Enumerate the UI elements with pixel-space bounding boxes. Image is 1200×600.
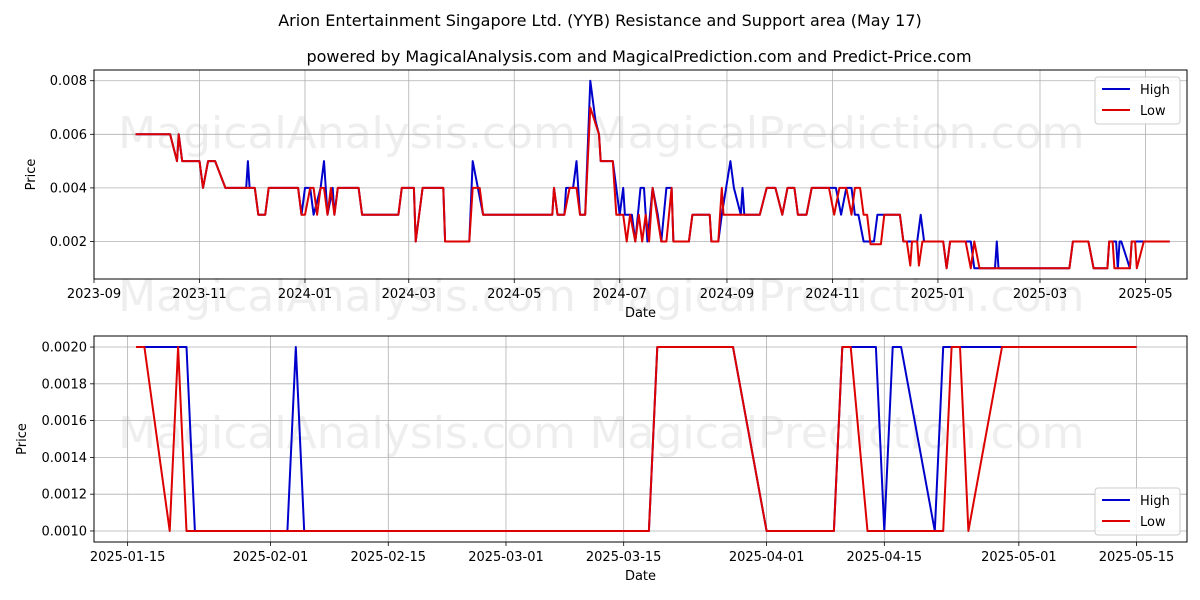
x-tick-label: 2025-05-15 (1099, 550, 1175, 565)
y-tick-label: 0.0016 (42, 414, 88, 429)
watermark: MagicalAnalysis.com (118, 108, 576, 159)
x-tick-label: 2025-03 (1013, 287, 1067, 302)
panel-1: MagicalAnalysis.comMagicalAnalysis.comMa… (24, 69, 1188, 322)
plot-frame (93, 69, 1188, 280)
legend-label-high: High (1140, 494, 1170, 509)
legend-label-low: Low (1140, 515, 1166, 530)
y-tick-label: 0.0010 (42, 524, 88, 539)
y-axis-label: Price (24, 159, 39, 191)
x-tick-label: 2025-01-15 (90, 550, 166, 565)
chart-subtitle: powered by MagicalAnalysis.com and Magic… (306, 47, 971, 66)
x-tick-label: 2025-02-15 (350, 550, 426, 565)
x-tick-label: 2024-05 (487, 287, 541, 302)
plot-frame (93, 335, 1188, 543)
x-tick-label: 2025-04-15 (847, 550, 923, 565)
x-tick-label: 2025-01 (911, 287, 965, 302)
chart-title: Arion Entertainment Singapore Ltd. (YYB)… (278, 11, 922, 30)
series-line-low (135, 106, 1170, 270)
watermark: MagicalAnalysis.com (118, 408, 576, 459)
x-tick-label: 2023-09 (67, 287, 121, 302)
y-axis-label: Price (15, 423, 30, 455)
x-tick-label: 2025-03-01 (468, 550, 544, 565)
legend-label-high: High (1140, 83, 1170, 98)
series-line-low (136, 346, 1137, 532)
y-tick-label: 0.0018 (42, 377, 88, 392)
x-tick-label: 2024-11 (805, 287, 859, 302)
y-tick-label: 0.0012 (42, 488, 88, 503)
y-tick-label: 0.0014 (42, 451, 88, 466)
x-tick-label: 2025-05-01 (981, 550, 1057, 565)
x-tick-label: 2025-02-01 (233, 550, 309, 565)
watermark: MagicalPrediction.com (590, 108, 1085, 159)
x-tick-label: 2024-07 (593, 287, 647, 302)
x-tick-label: 2025-05 (1118, 287, 1172, 302)
x-tick-label: 2024-03 (382, 287, 436, 302)
legend: High Low (1094, 76, 1181, 125)
x-tick-label: 2025-03-15 (586, 550, 662, 565)
x-axis-label: Date (625, 306, 656, 321)
x-tick-label: 2024-09 (700, 287, 754, 302)
legend-label-low: Low (1140, 104, 1166, 119)
x-axis-label: Date (625, 569, 656, 584)
y-tick-label: 0.004 (50, 181, 87, 196)
y-tick-label: 0.002 (50, 235, 87, 250)
x-tick-label: 2025-04-01 (729, 550, 805, 565)
y-tick-label: 0.0020 (42, 341, 88, 356)
y-tick-label: 0.008 (50, 74, 87, 89)
x-tick-label: 2023-11 (172, 287, 226, 302)
x-tick-label: 2024-01 (278, 287, 332, 302)
legend: High Low (1094, 487, 1181, 536)
panel-2: MagicalAnalysis.com MagicalPrediction.com… (15, 335, 1188, 584)
y-tick-label: 0.006 (50, 128, 87, 143)
